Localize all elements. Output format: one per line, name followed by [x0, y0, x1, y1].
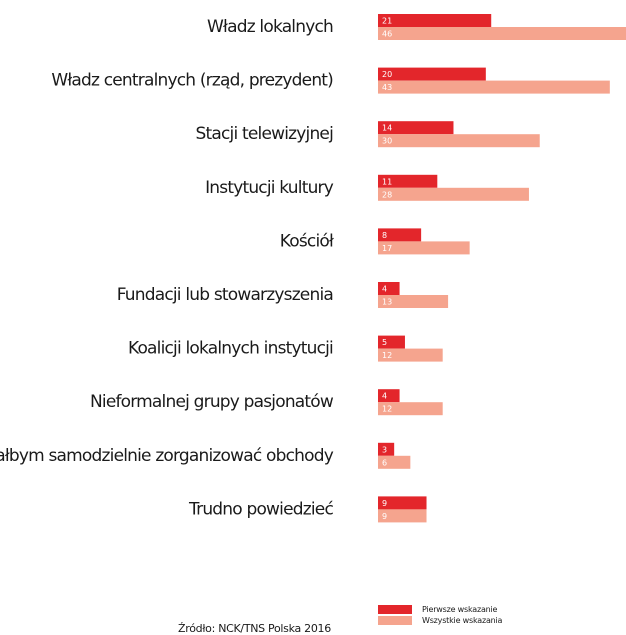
bar-value-label: 6: [382, 458, 387, 467]
bar-first-mention: [378, 335, 405, 349]
bar-first-mention: [378, 282, 400, 295]
bar-first-mention: [378, 174, 438, 188]
legend-item-all: Wszystkie wskazania: [378, 615, 502, 625]
bar-all-mentions: [378, 134, 540, 148]
category-label: Koalicji lokalnych instytucji: [128, 339, 333, 359]
bar-value-label: 30: [382, 137, 392, 146]
bar-value-label: 13: [382, 298, 392, 307]
bar-value-label: 11: [382, 177, 392, 186]
bar-value-label: 28: [382, 190, 392, 199]
bar-first-mention: [378, 496, 427, 510]
category-label: Trudno powiedzieć: [188, 499, 333, 519]
bar-value-label: 8: [382, 231, 387, 240]
bar-value-label: 46: [382, 30, 392, 39]
category-label: Nieformalnej grupy pasjonatów: [90, 392, 334, 412]
bar-first-mention: [378, 14, 492, 27]
bar-value-label: 4: [382, 392, 387, 401]
bar-all-mentions: [378, 402, 443, 416]
category-label: Chciałbym samodzielnie zorganizować obch…: [0, 446, 334, 466]
bar-all-mentions: [378, 27, 626, 40]
bar-first-mention: [378, 121, 454, 135]
bar-value-label: 43: [382, 83, 392, 92]
category-label: Stacji telewizyjnej: [196, 124, 334, 144]
bar-all-mentions: [378, 295, 449, 308]
bar-value-label: 14: [382, 124, 392, 133]
bar-all-mentions: [378, 241, 470, 255]
bar-all-mentions: [378, 509, 427, 523]
bar-all-mentions: [378, 187, 529, 201]
bar-value-label: 3: [382, 445, 387, 454]
bar-first-mention: [378, 389, 400, 403]
bar-first-mention: [378, 228, 422, 242]
bar-value-label: 4: [382, 285, 387, 294]
legend-swatch-all: [378, 615, 412, 625]
bar-all-mentions: [378, 80, 610, 94]
bar-all-mentions: [378, 455, 411, 469]
legend-label-first: Pierwsze wskazanie: [422, 604, 498, 614]
category-label: Fundacji lub stowarzyszenia: [117, 285, 333, 305]
bar-value-label: 9: [382, 499, 387, 508]
bar-first-mention: [378, 67, 486, 81]
legend-swatch-first: [378, 604, 412, 614]
category-label: Władz lokalnych: [207, 17, 333, 37]
legend-item-first: Pierwsze wskazanie: [378, 604, 502, 614]
bar-value-label: 12: [382, 351, 392, 360]
bar-value-label: 5: [382, 338, 387, 347]
bar-value-label: 12: [382, 405, 392, 414]
bar-value-label: 20: [382, 70, 392, 79]
category-label: Kościół: [280, 231, 334, 251]
bar-first-mention: [378, 442, 395, 456]
category-label: Instytucji kultury: [205, 178, 334, 198]
source-note: Źródło: NCK/TNS Polska 2016: [178, 622, 331, 635]
legend: Pierwsze wskazanie Wszystkie wskazania: [378, 604, 502, 626]
bar-value-label: 17: [382, 244, 392, 253]
bar-value-label: 9: [382, 512, 387, 521]
category-label: Władz centralnych (rząd, prezydent): [51, 71, 333, 91]
legend-label-all: Wszystkie wskazania: [422, 615, 503, 625]
bar-all-mentions: [378, 348, 443, 362]
bar-value-label: 21: [382, 17, 392, 26]
